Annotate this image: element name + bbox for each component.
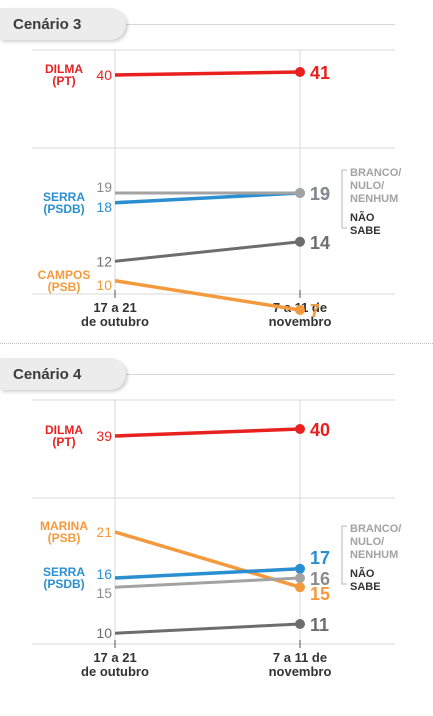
data-label-end: 11 xyxy=(310,615,329,635)
series-label: DILMA (PT) xyxy=(45,62,83,88)
data-label-start: 21 xyxy=(96,524,112,540)
data-label-end: 19 xyxy=(310,184,330,204)
series-line xyxy=(114,240,301,263)
data-label-end: 14 xyxy=(310,233,330,253)
series-label: SERRA (PSDB) xyxy=(43,565,85,591)
data-label-end: 7 xyxy=(310,301,320,321)
data-label-start: 40 xyxy=(96,67,112,83)
data-point xyxy=(295,236,305,247)
series-label: BRANCO/NULO/NENHUM xyxy=(350,523,401,561)
series-line xyxy=(114,70,301,77)
data-label-start: 10 xyxy=(96,277,112,293)
data-label-start: 19 xyxy=(96,179,112,195)
data-point xyxy=(295,305,305,315)
x-tick-label: 17 a 21 de outubro xyxy=(81,650,149,679)
data-label-end: 17 xyxy=(310,548,330,568)
tab-rule xyxy=(0,24,395,25)
scenario-4-tab[interactable]: Cenário 4 xyxy=(0,358,126,390)
data-point xyxy=(295,424,305,434)
label-bracket xyxy=(341,169,347,229)
series-label: BRANCO/NULO/NENHUM xyxy=(350,167,401,205)
data-label-start: 12 xyxy=(96,253,112,269)
data-label-end: 16 xyxy=(310,569,330,589)
scenario-3-tab[interactable]: Cenário 3 xyxy=(0,8,126,40)
series-label: DILMA (PT) xyxy=(45,423,83,449)
series-line xyxy=(114,567,301,580)
series-label: NÃO SABE xyxy=(350,567,381,593)
data-label-end: 15 xyxy=(310,584,330,604)
series-line xyxy=(114,279,301,312)
series-label: MARINA (PSB) xyxy=(40,519,88,545)
series-label: NÃO SABE xyxy=(350,211,381,237)
data-point xyxy=(295,563,305,574)
data-point xyxy=(295,67,305,77)
data-label-start: 39 xyxy=(96,428,112,444)
section-divider xyxy=(0,343,433,344)
data-label-start: 15 xyxy=(96,585,112,601)
x-tick-label: 17 a 21 de outubro xyxy=(81,300,149,329)
data-label-start: 16 xyxy=(96,566,112,582)
data-label-end: 41 xyxy=(310,63,330,83)
data-label-start: 10 xyxy=(96,625,112,641)
series-line xyxy=(114,191,301,205)
label-bracket xyxy=(341,525,347,585)
series-line xyxy=(114,622,301,635)
series-line xyxy=(114,576,301,589)
series-line xyxy=(114,530,301,589)
series-label: CAMPOS (PSB) xyxy=(38,268,91,294)
data-point xyxy=(295,619,305,629)
data-point xyxy=(295,573,305,583)
scenario-4-chart: 17 a 21 de outubro 7 a 11 de novembro 39 40 DI… xyxy=(32,399,401,679)
series-label: SERRA (PSDB) xyxy=(43,190,85,216)
series-line xyxy=(114,427,301,438)
data-point xyxy=(295,582,305,593)
data-label-end: 40 xyxy=(310,420,330,440)
data-label-end: 19 xyxy=(310,184,330,204)
data-point xyxy=(295,188,305,198)
data-label-start: 18 xyxy=(96,199,112,215)
tab-rule xyxy=(0,374,395,375)
